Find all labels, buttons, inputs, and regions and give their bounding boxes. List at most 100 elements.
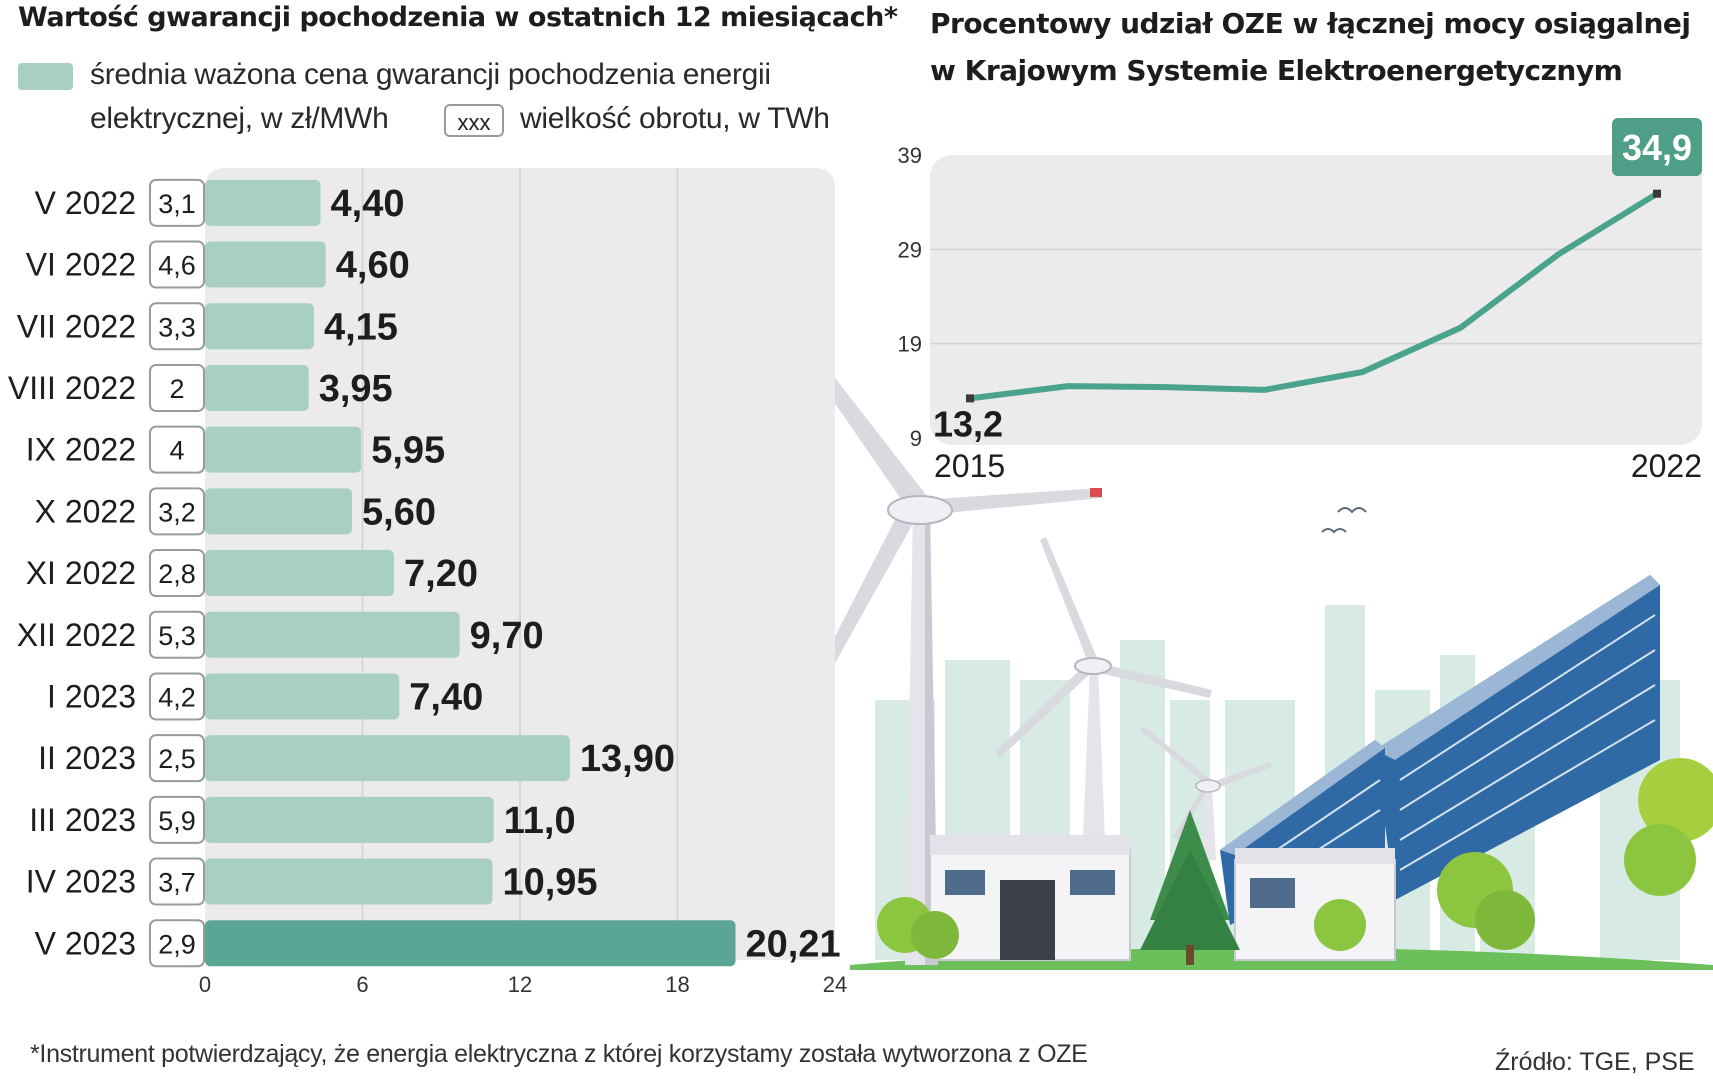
bar-volume-label: 2,8 bbox=[158, 559, 196, 589]
bar-volume-label: 5,3 bbox=[158, 621, 196, 651]
line-end-marker bbox=[1653, 189, 1661, 198]
tree-icon bbox=[877, 758, 1713, 965]
legend-price-label-line1: średnia ważona cena gwarancji pochodzeni… bbox=[90, 58, 771, 91]
bar-row: VI 2022 4,6 4,60 bbox=[26, 240, 410, 289]
bar-volume-label: 3,3 bbox=[158, 312, 196, 342]
footnote: *Instrument potwierdzający, że energia e… bbox=[30, 1040, 1088, 1068]
renewable-energy-illustration bbox=[787, 333, 1713, 970]
bar bbox=[205, 920, 736, 967]
bar-x-tick-label: 0 bbox=[199, 972, 211, 997]
bar-volume-label: 4,2 bbox=[158, 682, 196, 712]
wind-turbine-far-icon bbox=[1140, 726, 1272, 860]
bar-row: VII 2022 3,3 4,15 bbox=[17, 302, 398, 351]
oze-share-line bbox=[967, 190, 1660, 402]
bar-category-label: II 2023 bbox=[38, 740, 136, 776]
bar-category-label: VII 2022 bbox=[17, 308, 136, 344]
bar-x-tick-label: 6 bbox=[356, 972, 368, 997]
line-chart-panel bbox=[930, 155, 1702, 445]
bar bbox=[205, 673, 400, 720]
bar-volume-box bbox=[149, 734, 205, 783]
line-end-value-label: 34,9 bbox=[1622, 127, 1692, 168]
bar-row: IV 2023 3,7 10,95 bbox=[26, 857, 598, 906]
line-end-value-badge bbox=[1612, 118, 1702, 176]
bar bbox=[205, 796, 494, 843]
legend-price-swatch bbox=[18, 63, 73, 90]
bar-x-tick-label: 24 bbox=[823, 972, 847, 997]
bar-chart-rows: V 2022 3,1 4,40 VI 2022 4,6 4,60 VII 2022 3,3 4,… bbox=[8, 178, 841, 968]
bar-value-label: 4,60 bbox=[336, 245, 410, 287]
bar-value-label: 5,60 bbox=[362, 491, 436, 533]
line-y-tick-label: 9 bbox=[910, 426, 922, 451]
bar-volume-label: 3,7 bbox=[158, 868, 196, 898]
bar-value-label: 4,15 bbox=[324, 306, 398, 348]
line-start-value-label: 13,2 bbox=[933, 403, 1003, 444]
line-y-tick-label: 39 bbox=[898, 143, 922, 168]
bar-volume-box bbox=[149, 240, 205, 289]
bar bbox=[205, 550, 394, 597]
bar bbox=[205, 611, 460, 658]
bar-volume-label: 3,2 bbox=[158, 497, 196, 527]
right-chart-title-line2: w Krajowym Systemie Elektroenergetycznym bbox=[930, 54, 1623, 87]
bird-icon bbox=[1321, 507, 1367, 534]
bar bbox=[205, 735, 570, 782]
line-chart: 9 19 29 39 13,2 34,9 2015 2022 bbox=[898, 118, 1702, 484]
bar-x-tick-label: 18 bbox=[665, 972, 689, 997]
bar-value-label: 11,0 bbox=[504, 800, 576, 842]
bar bbox=[205, 303, 314, 350]
bar-volume-label: 2 bbox=[169, 374, 184, 404]
line-start-year-label: 2015 bbox=[934, 448, 1005, 484]
bar-category-label: VI 2022 bbox=[26, 247, 136, 283]
bar-value-label: 7,40 bbox=[409, 676, 483, 718]
line-chart-y-axis: 9 19 29 39 bbox=[898, 143, 922, 451]
bar bbox=[205, 858, 493, 905]
bar-value-label: 3,95 bbox=[319, 368, 393, 410]
bar bbox=[205, 241, 326, 288]
bar-volume-label: 4,6 bbox=[158, 251, 196, 281]
bar-category-label: V 2023 bbox=[35, 925, 136, 961]
bar-value-label: 10,95 bbox=[502, 862, 597, 904]
bar-volume-box bbox=[149, 610, 205, 659]
bar-category-label: XI 2022 bbox=[26, 555, 136, 591]
bar-volume-label: 3,1 bbox=[158, 189, 196, 219]
bar-volume-box bbox=[149, 178, 205, 227]
bar bbox=[205, 488, 352, 535]
bar bbox=[205, 179, 321, 226]
line-start-marker bbox=[966, 394, 974, 403]
bar-category-label: VIII 2022 bbox=[8, 370, 136, 406]
bar-category-label: X 2022 bbox=[35, 493, 136, 529]
source-label: Źródło: TGE, PSE bbox=[1495, 1048, 1695, 1076]
bar-row: XII 2022 5,3 9,70 bbox=[17, 610, 544, 659]
bar-value-label: 13,90 bbox=[580, 738, 675, 780]
bar-volume-label: 2,5 bbox=[158, 744, 196, 774]
bar-category-label: IX 2022 bbox=[26, 432, 136, 468]
bar-row: V 2022 3,1 4,40 bbox=[35, 178, 404, 227]
bar-value-label: 9,70 bbox=[470, 615, 544, 657]
bar-value-label: 20,21 bbox=[746, 923, 841, 965]
bar-category-label: XII 2022 bbox=[17, 617, 136, 653]
right-chart-title-line1: Procentowy udział OZE w łącznej mocy osi… bbox=[930, 7, 1691, 40]
bar bbox=[205, 426, 362, 473]
bar-row: VIII 2022 2 3,95 bbox=[8, 363, 393, 412]
line-y-tick-label: 29 bbox=[898, 237, 922, 262]
power-station-icon bbox=[929, 835, 1396, 961]
bar-volume-box bbox=[149, 549, 205, 598]
bar-category-label: III 2023 bbox=[29, 802, 136, 838]
bar-row: XI 2022 2,8 7,20 bbox=[26, 549, 478, 598]
bar-volume-label: 4 bbox=[169, 436, 184, 466]
bar-volume-box bbox=[149, 857, 205, 906]
bar-volume-box bbox=[149, 919, 205, 968]
line-chart-gridlines bbox=[930, 248, 1702, 345]
bar-row: III 2023 5,9 11,0 bbox=[29, 795, 576, 844]
bar-x-tick-label: 12 bbox=[508, 972, 532, 997]
line-end-year-label: 2022 bbox=[1631, 448, 1702, 484]
bar-value-label: 7,20 bbox=[404, 553, 478, 595]
left-chart-title: Wartość gwarancji pochodzenia w ostatnic… bbox=[18, 2, 898, 33]
bar-chart-x-axis: 0 6 12 18 24 bbox=[199, 972, 847, 997]
bar-row: IX 2022 4 5,95 bbox=[26, 425, 445, 474]
bar-volume-box bbox=[149, 302, 205, 351]
bar-volume-box bbox=[149, 672, 205, 721]
bar-row: I 2023 4,2 7,40 bbox=[47, 672, 483, 721]
right-chart-title: Procentowy udział OZE w łącznej mocy osi… bbox=[930, 0, 1691, 94]
